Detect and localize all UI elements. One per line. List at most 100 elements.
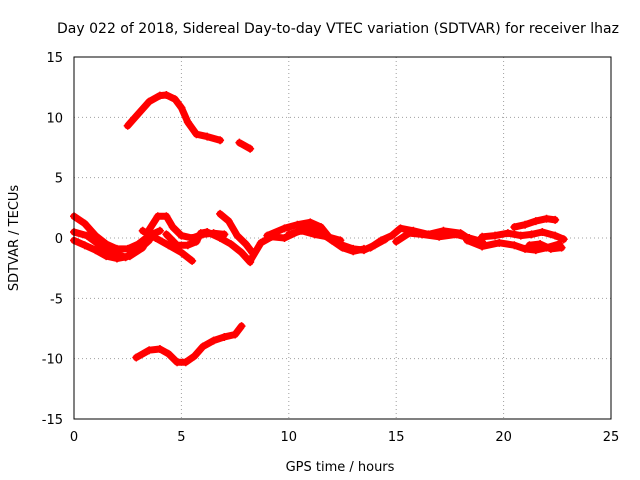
data-point [196,229,205,238]
series-arc-upper [123,91,225,145]
data-point [164,241,173,250]
data-point [183,118,192,127]
data-point [168,223,177,232]
series-arc-8 [246,224,390,265]
y-tick-label: -5 [50,292,63,307]
data-point [162,91,171,100]
data-point [551,215,560,224]
data-point [203,132,212,141]
data-point [95,241,104,250]
data-point [538,227,547,236]
data-point [216,136,225,145]
data-point [183,241,192,250]
data-point [91,246,100,255]
y-tick-label: 10 [46,111,63,126]
data-point [181,358,190,367]
data-point [198,342,207,351]
data-point [310,230,319,239]
series-line [235,139,254,153]
data-point [510,241,519,250]
x-tick-label: 15 [388,430,405,445]
data-point [145,97,154,106]
data-point [237,322,246,331]
data-point [338,243,347,252]
data-point [536,240,545,249]
data-point [224,217,233,226]
data-point [521,220,530,229]
series-arc-upper-b [235,138,255,153]
data-point [170,95,179,104]
series-layer [70,91,568,367]
data-point [162,230,171,239]
data-point [123,244,132,253]
data-point [293,220,302,229]
data-point [503,229,512,238]
data-point [216,234,225,242]
data-point [162,212,171,221]
data-point [216,209,225,218]
data-point [192,237,201,246]
series-line [132,322,245,366]
data-point [546,244,555,253]
data-point [452,230,461,239]
data-point [336,236,345,245]
data-point [491,231,500,240]
data-point [280,224,289,233]
data-point [256,238,265,247]
x-axis-label: GPS time / hours [286,460,395,475]
data-point [263,231,272,240]
data-point [246,256,255,265]
series-arc-16 [525,240,566,253]
data-point [209,336,218,345]
data-point [284,230,293,239]
x-tick-label: 25 [603,430,620,445]
series-arc-10 [284,226,345,245]
data-point [226,240,235,249]
data-point [521,244,530,253]
data-point [231,330,240,339]
tick-labels: 0 5 10 15 20 25 -15 -10 -5 0 5 10 15 [42,51,620,445]
x-tick-label: 0 [70,430,78,445]
data-point [241,240,250,249]
data-point [557,243,566,252]
data-point [134,109,143,118]
data-point [246,144,255,153]
data-point [559,235,568,244]
data-point [531,217,540,226]
data-point [495,238,504,247]
data-point [132,353,141,362]
data-point [177,248,186,257]
data-point [297,226,306,235]
data-point [145,346,154,355]
x-tick-label: 5 [177,430,185,445]
y-tick-label: 5 [55,172,63,187]
series-line [525,240,566,253]
data-point [306,218,315,227]
data-point [188,256,197,265]
data-point [233,231,242,240]
series-arc-lower [132,322,246,367]
y-tick-label: -15 [42,413,63,428]
data-point [153,212,162,221]
x-tick-label: 20 [495,430,512,445]
data-point [323,232,332,241]
data-point [405,229,414,238]
data-point [220,332,229,341]
data-point [192,130,201,139]
data-point [237,248,246,257]
data-point [138,226,147,235]
series-arc-15 [510,214,560,232]
data-point [510,223,519,232]
plot-frame [73,56,612,420]
data-point [463,236,472,245]
data-point [112,254,121,263]
data-point [203,227,212,236]
data-point [190,352,199,361]
data-point [516,231,525,240]
data-point [478,232,487,241]
data-point [235,138,244,147]
data-point [155,345,164,354]
series-arc-6 [138,226,197,265]
data-point [155,226,164,235]
